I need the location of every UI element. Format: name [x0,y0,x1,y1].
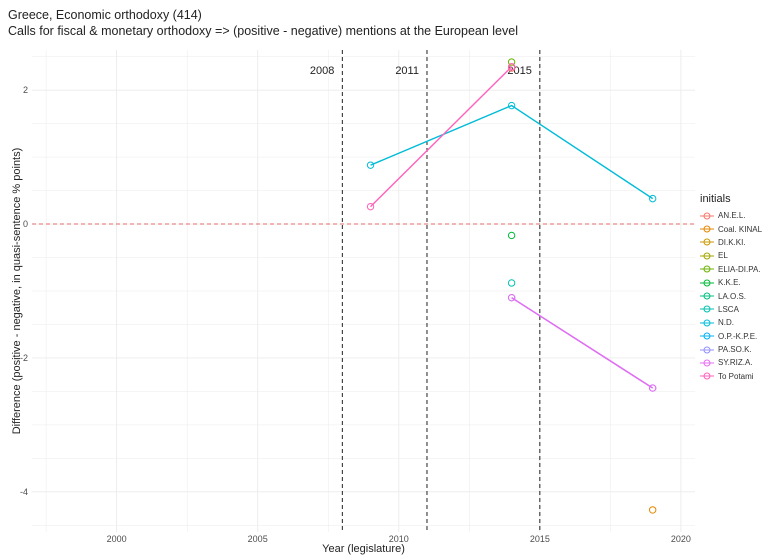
legend-item-label: K.K.E. [718,278,741,288]
series-lines [370,66,654,389]
y-tick-label: -2 [20,353,28,363]
legend-item: LA.O.S. [700,289,762,302]
legend-item: DI.K.KI. [700,236,762,249]
x-tick-label: 2020 [671,534,691,544]
legend-key-marker [703,265,711,273]
data-point [507,58,516,66]
legend-key-icon [700,212,714,220]
legend-key-marker [703,212,711,220]
legend-item-label: To Potami [718,371,754,381]
y-tick-label: 0 [23,219,28,229]
chart-title-line1: Greece, Economic orthodoxy (414) [8,8,202,22]
x-tick-label: 2015 [530,534,550,544]
legend-key-marker [703,225,711,233]
year-reference-label: 2008 [310,65,334,77]
legend-key-icon [700,305,714,313]
legend-item-label: Coal. KINAL [718,224,763,234]
legend-key-icon [700,359,714,367]
legend-key-marker [703,332,711,340]
legend-key-icon [700,332,714,340]
year-reference-label: 2015 [507,65,531,77]
data-point [507,231,516,240]
series-line [370,66,513,208]
legend-item: Coal. KINAL [700,222,762,235]
y-tick-label: 2 [23,85,28,95]
legend-item: LSCA [700,303,762,316]
legend-item: To Potami [700,370,762,383]
legend-item-label: AN.E.L. [718,211,746,221]
legend-key-icon [700,252,714,260]
legend-item-label: O.P.-K.P.E. [718,331,758,341]
legend-item-label: N.D. [718,318,734,328]
reference-lines: 2008 2011 2015 [32,50,695,532]
legend-key-icon [700,265,714,273]
plot-grid [32,50,695,532]
legend-key-icon [700,279,714,287]
x-tick-label: 2010 [389,534,409,544]
series-line [511,297,654,389]
data-point [366,161,375,169]
legend-item: AN.E.L. [700,209,762,222]
data-point [507,63,516,71]
legend-item-label: LSCA [718,304,739,314]
legend-key-icon [700,225,714,233]
data-point [366,202,375,211]
data-points [366,58,657,514]
legend-item-label: ELIA-DI.PA. [718,264,761,274]
x-axis-title: Year (legislature) [322,543,405,555]
data-point [507,293,516,302]
year-reference-label: 2011 [395,65,419,77]
legend-item: O.P.-K.P.E. [700,330,762,343]
legend-key-marker [703,319,711,327]
legend-key-marker [703,372,711,380]
legend-key-icon [700,238,714,246]
legend-item-label: SY.RIZ.A. [718,358,753,368]
legend-item: K.K.E. [700,276,762,289]
y-axis-title: Difference (positive - negative, in quas… [11,148,23,435]
legend-item-label: DI.K.KI. [718,237,746,247]
legend-item: EL [700,249,762,262]
data-point [648,194,657,203]
legend-item: ELIA-DI.PA. [700,263,762,276]
legend-item: SY.RIZ.A. [700,356,762,369]
legend-item-label: EL [718,251,728,261]
legend-key-icon [700,292,714,300]
data-point [648,384,657,392]
legend-title: initials [700,193,731,205]
legend-item: PA.SO.K. [700,343,762,356]
legend-key-marker [703,359,711,367]
legend-item-label: LA.O.S. [718,291,747,301]
legend: initials AN.E.L. Coal. KINAL DI.K.KI. EL ELI… [700,193,762,383]
legend-key-marker [703,305,711,313]
legend-key-marker [703,292,711,300]
y-tick-label: -4 [20,487,28,497]
x-tick-label: 2000 [107,534,127,544]
legend-item-label: PA.SO.K. [718,345,752,355]
chart-title-line2: Calls for fiscal & monetary orthodoxy =>… [8,24,518,38]
legend-key-marker [703,238,711,246]
series-line [370,104,654,200]
legend-key-icon [700,372,714,380]
legend-key-marker [703,279,711,287]
legend-item: N.D. [700,316,762,329]
legend-key-icon [700,346,714,354]
legend-key-marker [703,346,711,354]
chart-title: Greece, Economic orthodoxy (414) Calls f… [8,7,518,39]
legend-items: AN.E.L. Coal. KINAL DI.K.KI. EL ELIA-DI.PA. K… [700,209,762,383]
x-tick-label: 2005 [248,534,268,544]
legend-key-icon [700,319,714,327]
legend-key-marker [703,252,711,260]
data-point [507,101,516,110]
data-point [507,279,516,287]
data-point [648,506,657,514]
